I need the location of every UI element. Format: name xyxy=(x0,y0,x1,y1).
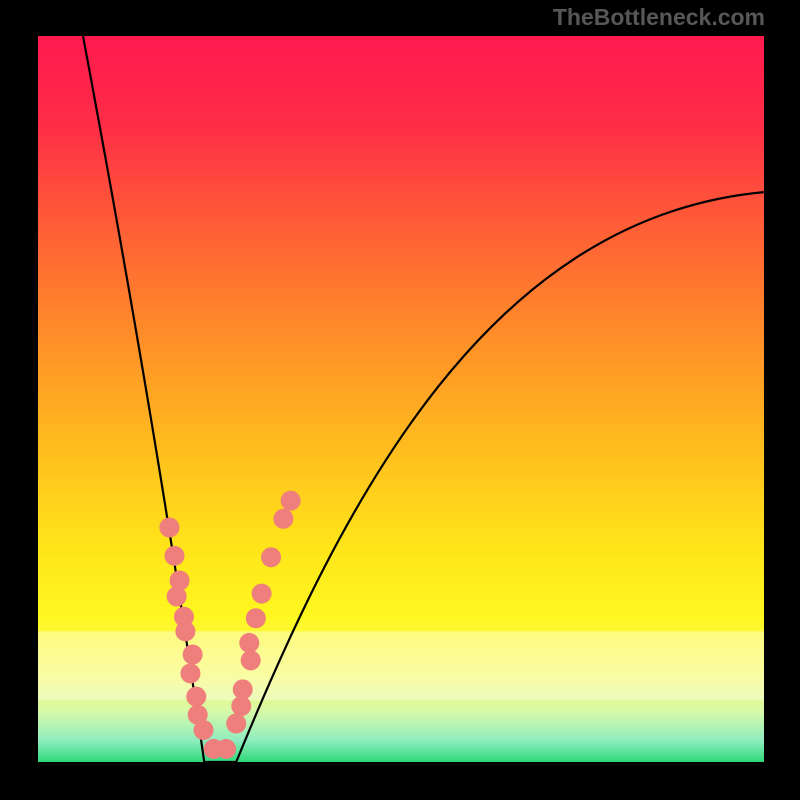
data-marker xyxy=(261,547,281,567)
data-marker xyxy=(175,621,195,641)
plot-area xyxy=(38,36,764,762)
data-marker xyxy=(273,509,293,529)
data-marker xyxy=(183,645,203,665)
data-marker xyxy=(239,633,259,653)
data-marker xyxy=(167,586,187,606)
data-marker xyxy=(194,720,214,740)
data-marker xyxy=(226,714,246,734)
curve-layer xyxy=(38,36,764,762)
data-marker xyxy=(241,650,261,670)
data-marker xyxy=(246,608,266,628)
data-marker xyxy=(252,584,272,604)
data-marker xyxy=(186,687,206,707)
data-marker xyxy=(281,491,301,511)
data-markers xyxy=(159,491,300,759)
data-marker xyxy=(233,679,253,699)
data-marker xyxy=(180,663,200,683)
watermark-text: TheBottleneck.com xyxy=(553,4,765,31)
data-marker xyxy=(159,518,179,538)
data-marker xyxy=(216,739,236,759)
data-marker xyxy=(164,546,184,566)
